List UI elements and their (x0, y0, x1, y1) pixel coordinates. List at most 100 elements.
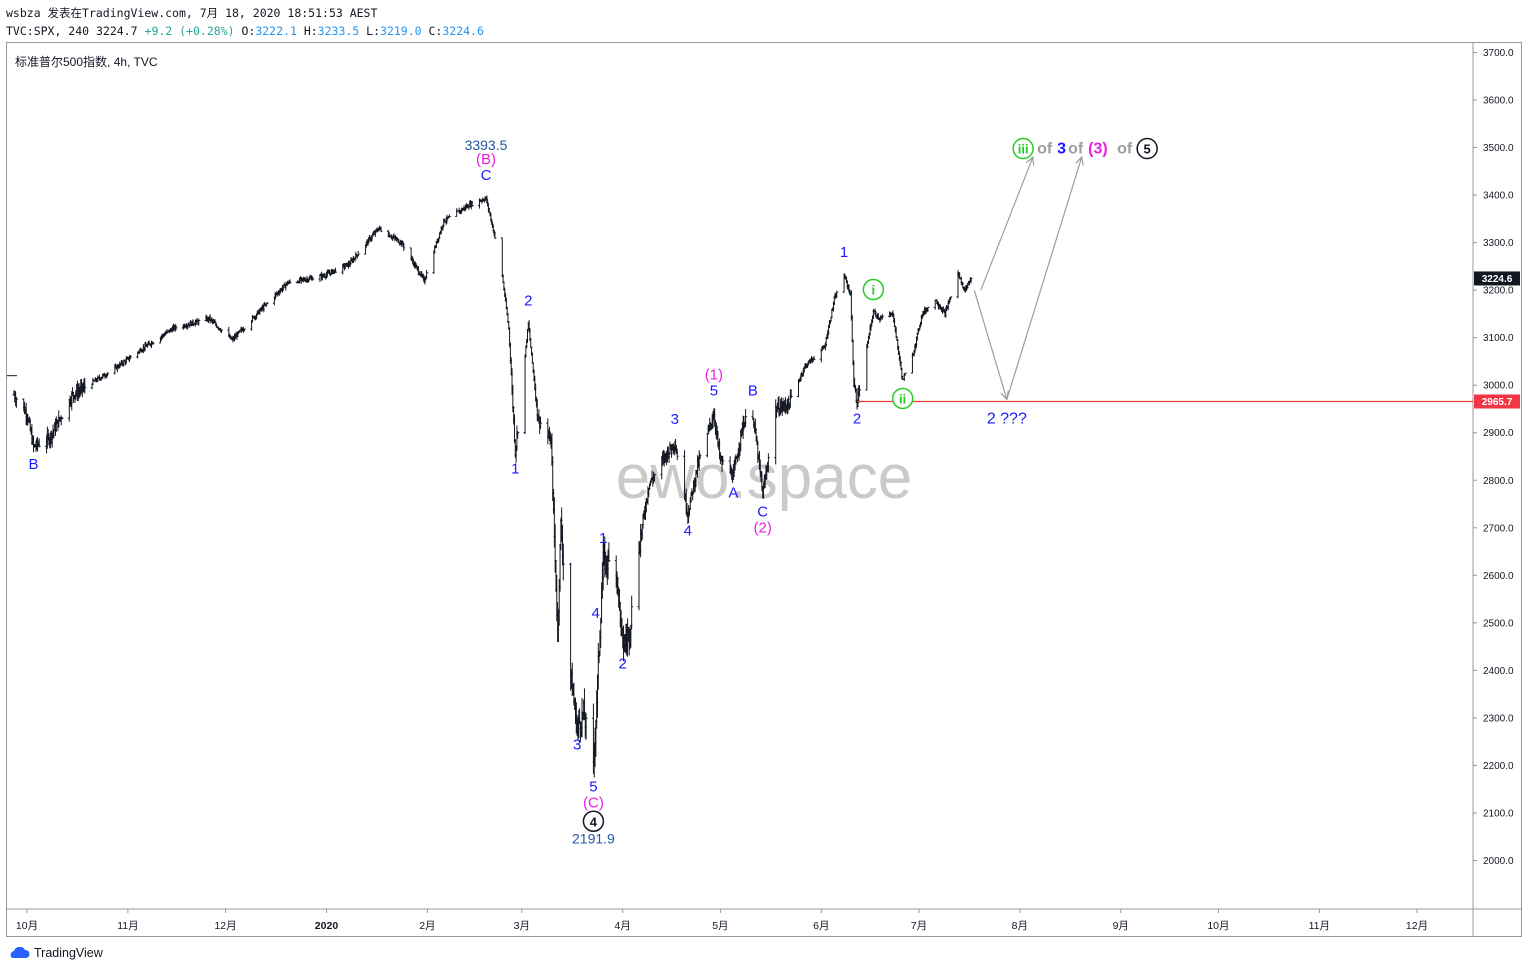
wave-label: 5 (710, 383, 718, 400)
projection-arrow (980, 157, 1033, 291)
open-value: 3222.1 (255, 24, 297, 38)
degree-part: 3 (1057, 141, 1066, 158)
degree-part: 5 (1144, 142, 1151, 157)
ohlc-bar (128, 355, 132, 359)
ohlc-bar (455, 208, 459, 218)
wave-label: B (748, 383, 758, 400)
y-tick-label: 3500.0 (1483, 143, 1514, 154)
ohlc-bar (812, 356, 816, 361)
ohlc-bar (858, 385, 862, 397)
ohlc-bar (721, 455, 725, 465)
ohlc-bar (949, 296, 953, 301)
y-tick-label: 3200.0 (1483, 286, 1514, 297)
y-tick-label: 3000.0 (1483, 381, 1514, 392)
ohlc-bar (333, 267, 337, 273)
x-tick-label: 10月 (1207, 920, 1229, 932)
degree-part: of (1068, 141, 1084, 158)
y-tick-label: 3700.0 (1483, 48, 1514, 59)
low-label: L: (366, 24, 381, 38)
support-price-label: 2965.7 (1482, 397, 1513, 408)
ohlc-bar (220, 329, 224, 333)
ohlc-bar (933, 300, 937, 310)
ohlc-bar (197, 318, 201, 326)
x-tick-label: 6月 (813, 920, 829, 932)
wave-label: (1) (705, 367, 723, 384)
price-extreme-label: 2191.9 (572, 830, 615, 846)
ohlc-bar (561, 543, 565, 581)
x-tick-label: 10月 (16, 920, 38, 932)
ohlc-bar (60, 416, 64, 420)
x-tick-label: 2月 (419, 920, 435, 932)
ohlc-bar (652, 473, 656, 482)
ohlc-bar (926, 306, 930, 313)
ohlc-bar (470, 200, 474, 207)
ohlc-bar (500, 237, 504, 278)
ohlc-bar (766, 453, 770, 473)
wave-circle-label: ii (899, 391, 906, 406)
y-tick-label: 3400.0 (1483, 191, 1514, 202)
y-tick-label: 2300.0 (1483, 713, 1514, 724)
ohlc-bar (539, 416, 543, 429)
wave-label: 5 (589, 778, 597, 795)
open-label: O: (241, 24, 256, 38)
price-extreme-label: 3393.5 (465, 137, 508, 153)
ohlc-bar (83, 377, 87, 394)
wave-label: 1 (599, 530, 607, 547)
ohlc-bar (379, 226, 383, 233)
wave-label: 2 (524, 292, 532, 309)
wave-circle-label: 4 (590, 814, 598, 829)
ohlc-bar (402, 243, 406, 252)
x-tick-label: 5月 (712, 920, 728, 932)
ohlc-bar (37, 438, 41, 448)
x-tick-label: 11月 (1309, 920, 1330, 932)
ohlc-bar (242, 328, 246, 332)
wave-label: 3 (671, 411, 679, 428)
y-tick-label: 2900.0 (1483, 428, 1514, 439)
ohlc-bar (675, 448, 679, 461)
wave-label: A (728, 485, 738, 502)
ohlc-bar (311, 276, 315, 281)
high-value: 3233.5 (317, 24, 360, 38)
ohlc-bar (903, 372, 907, 376)
ohlc-bar (698, 453, 702, 460)
ohlc-bar (835, 290, 839, 298)
tradingview-brand: TradingView (34, 946, 103, 960)
ohlc-bar (523, 354, 527, 435)
ohlc-bar (265, 302, 269, 305)
wave-label: 2 (619, 656, 627, 673)
x-tick-label: 9月 (1113, 920, 1129, 932)
ohlc-bar (630, 595, 634, 630)
y-tick-label: 2500.0 (1483, 618, 1514, 629)
ohlc-bar (174, 324, 178, 331)
change-value: +9.2 (+0.28%) (144, 24, 235, 38)
degree-circle (1136, 137, 1158, 160)
x-tick-label: 8月 (1012, 920, 1028, 932)
projection-arrow (1006, 157, 1082, 400)
ohlc-bar (425, 269, 429, 279)
ohlc-bar (607, 542, 611, 562)
wave-label: 3 (573, 736, 581, 753)
wave-circle-marker (862, 278, 885, 301)
wave-circle-marker (891, 387, 914, 410)
tradingview-logo[interactable]: TradingView (8, 946, 103, 960)
wave-label: C (757, 504, 768, 521)
close-label: C: (428, 24, 443, 38)
last-price-tag (1474, 271, 1520, 286)
low-value: 3219.0 (380, 24, 422, 38)
y-tick-label: 2400.0 (1483, 666, 1514, 677)
x-tick-label: 11月 (117, 920, 138, 932)
ohlc-bar (106, 372, 110, 377)
wave-label: 2 ??? (987, 410, 1027, 427)
ohlc-bar (516, 431, 520, 439)
ohlc-bar (865, 343, 869, 391)
wave-label: (B) (476, 151, 496, 168)
x-tick-label: 12月 (214, 920, 236, 932)
ohlc-bar (432, 250, 436, 274)
y-tick-label: 3100.0 (1483, 333, 1514, 344)
wave-circle-label: i (872, 283, 876, 298)
chart-frame[interactable] (6, 42, 1522, 937)
ohlc-bar (529, 338, 533, 348)
degree-part: (3) (1088, 141, 1108, 158)
symbol-title: 标准普尔500指数, 4h, TVC (15, 55, 158, 69)
